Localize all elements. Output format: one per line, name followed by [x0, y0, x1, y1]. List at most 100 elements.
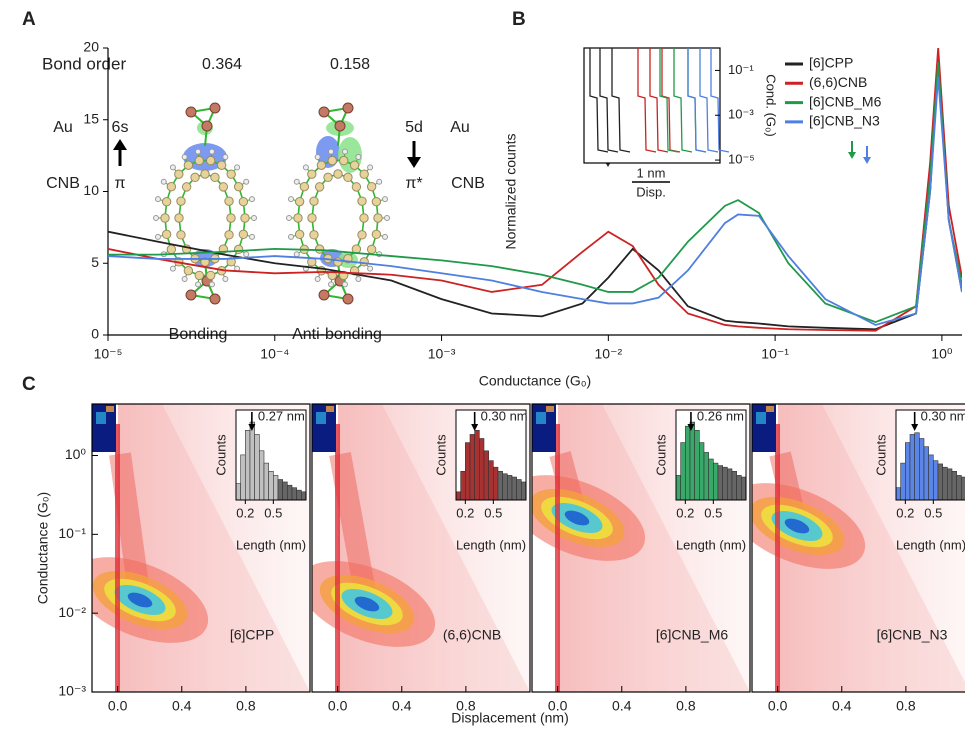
h-atom [377, 179, 382, 184]
h-atom [288, 197, 293, 202]
inset-x-label: Length (nm) [896, 537, 965, 552]
hist-bar [737, 475, 742, 500]
hist-bar [493, 467, 498, 500]
c-atom [234, 245, 242, 253]
c-atom [372, 230, 380, 238]
heatmap-label: [6]CPP [230, 627, 274, 643]
legend-label: [6]CNB_M6 [809, 93, 882, 109]
x-tick-label: 0.4 [612, 698, 632, 714]
x-tick-label: 10⁻¹ [761, 346, 789, 362]
c-atom [167, 182, 175, 190]
orbital: 5d [405, 119, 423, 136]
heatmap-stripe [555, 424, 560, 692]
hist-bar [507, 475, 512, 500]
c-atom [294, 214, 302, 222]
c-atom [374, 214, 382, 222]
y-tick-label: 10 [83, 182, 99, 198]
x-tick-label: 0.8 [896, 698, 916, 714]
h-atom [315, 155, 320, 160]
hist-bar [498, 471, 503, 500]
ligand: CNB [46, 175, 80, 192]
heatmap-top [756, 412, 766, 424]
c-atom [175, 170, 183, 178]
c-atom [295, 197, 303, 205]
inset-y-tick-label: 10⁻³ [728, 107, 754, 122]
h-atom [329, 282, 334, 287]
heatmap-top [326, 406, 334, 412]
c-atom [184, 161, 192, 169]
inset-x-tick-label: 0.2 [236, 505, 254, 520]
c-atom [206, 271, 214, 279]
au-atom [202, 121, 212, 131]
heatmap-top [546, 406, 554, 412]
hist-bar [283, 482, 288, 500]
inset-y-label: Cond. (G₀) [764, 74, 779, 136]
hist-bar [910, 434, 915, 500]
hist-bar [245, 430, 250, 500]
hist-bar [297, 490, 302, 500]
hist-bar [961, 477, 965, 500]
h-atom [329, 149, 334, 154]
c-atom [227, 214, 235, 222]
c-atom [234, 182, 242, 190]
x-tick-label: 0.4 [172, 698, 192, 714]
arrow-up [113, 139, 127, 166]
au-atom [343, 294, 353, 304]
x-tick-label: 10⁻² [595, 346, 623, 362]
h-atom [170, 165, 175, 170]
h-atom [294, 252, 299, 257]
hist-bar [456, 492, 461, 500]
hist-bar [479, 439, 484, 501]
c-atom [360, 258, 368, 266]
c-atom [225, 231, 233, 239]
h-atom [250, 234, 255, 239]
h-atom [154, 216, 159, 221]
h-atom [342, 282, 347, 287]
y-tick-label: 0 [91, 326, 99, 342]
c-atom [315, 183, 323, 191]
hist-bar [685, 426, 690, 500]
c-atom [308, 170, 316, 178]
panel-label: A [22, 9, 36, 30]
c-atom [211, 173, 219, 181]
x-tick-label: 0.4 [392, 698, 412, 714]
hist-bar [236, 484, 241, 500]
hist-bar [952, 471, 957, 500]
x-axis-label: Displacement (nm) [451, 710, 568, 726]
c-atom [195, 271, 203, 279]
h-atom [244, 252, 249, 257]
hist-bar [461, 471, 466, 500]
h-atom [368, 165, 373, 170]
hist-bar [273, 475, 278, 500]
hist-bar [718, 466, 723, 500]
heatmap-top [766, 406, 774, 412]
orbital: 6s [112, 119, 129, 136]
c-atom [162, 230, 170, 238]
hist-bar [301, 492, 306, 500]
inset-y-tick-label: 10⁻⁵ [728, 152, 755, 167]
c-atom [177, 231, 185, 239]
inset-x-label: Length (nm) [676, 537, 746, 552]
c-atom [317, 161, 325, 169]
bond-order: 0.364 [202, 56, 242, 73]
legend-label: [6]CPP [809, 55, 853, 71]
hist-bar [517, 480, 522, 501]
c-atom [339, 156, 347, 164]
bond-order-label: Bond order [42, 54, 126, 73]
c-atom [334, 170, 342, 178]
hist-bar [287, 485, 292, 500]
figure: A B C Bond order 0.364 0.158 Au 6s CNB π… [0, 0, 965, 730]
h-atom [383, 234, 388, 239]
scale-bar-label: 1 nm [637, 165, 666, 180]
h-atom [342, 149, 347, 154]
y-tick-label: 15 [83, 110, 99, 126]
inset-x-tick-label: 0.5 [264, 505, 282, 520]
hist-bar [713, 463, 718, 500]
h-atom [303, 165, 308, 170]
c-atom [241, 214, 249, 222]
c-atom [300, 182, 308, 190]
c-atom [191, 173, 199, 181]
hist-bar [681, 443, 686, 500]
peak-label: 0.27 nm [258, 408, 305, 423]
panel-label: C [22, 374, 36, 395]
